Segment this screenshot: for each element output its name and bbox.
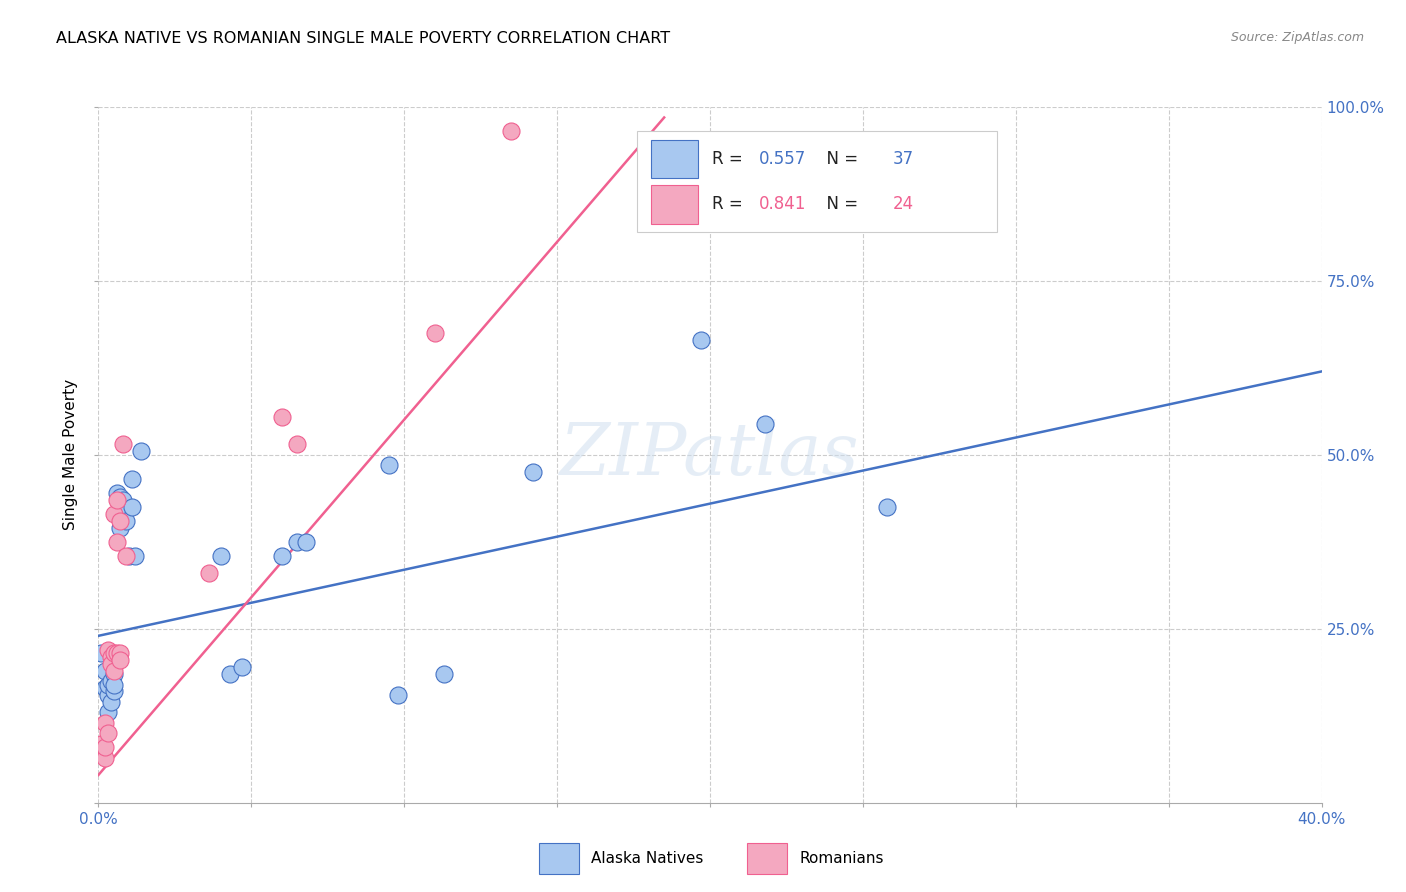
Point xyxy=(285,535,308,549)
Point xyxy=(387,688,409,702)
Text: 24: 24 xyxy=(893,195,914,213)
Point xyxy=(93,664,115,678)
Bar xyxy=(747,843,787,874)
Text: 0.557: 0.557 xyxy=(759,150,806,169)
Point xyxy=(108,521,131,535)
Point xyxy=(103,507,125,521)
Point xyxy=(90,737,112,751)
Y-axis label: Single Male Poverty: Single Male Poverty xyxy=(63,379,79,531)
Point xyxy=(423,326,446,340)
Point xyxy=(103,664,125,678)
Point xyxy=(522,466,544,480)
Point xyxy=(115,514,138,528)
Text: ALASKA NATIVE VS ROMANIAN SINGLE MALE POVERTY CORRELATION CHART: ALASKA NATIVE VS ROMANIAN SINGLE MALE PO… xyxy=(56,31,671,46)
Bar xyxy=(538,843,579,874)
Point xyxy=(105,535,128,549)
Point xyxy=(121,500,143,514)
Text: N =: N = xyxy=(817,195,863,213)
Point xyxy=(209,549,232,563)
Point xyxy=(105,507,128,521)
Point xyxy=(93,740,115,755)
Point xyxy=(90,646,112,660)
Point xyxy=(129,444,152,458)
Point xyxy=(108,514,131,528)
Point xyxy=(118,549,141,563)
Point xyxy=(105,646,128,660)
Point xyxy=(100,695,122,709)
Point xyxy=(108,646,131,660)
Text: Romanians: Romanians xyxy=(800,851,884,866)
Point xyxy=(97,726,120,740)
Point xyxy=(378,458,401,473)
Point xyxy=(97,688,120,702)
Point xyxy=(93,715,115,730)
Point xyxy=(93,681,115,695)
Point xyxy=(501,124,523,138)
Point xyxy=(124,549,146,563)
Point xyxy=(97,642,120,657)
Point xyxy=(105,486,128,500)
Text: R =: R = xyxy=(713,195,748,213)
Point xyxy=(103,677,125,691)
Text: 37: 37 xyxy=(893,150,914,169)
Point xyxy=(103,667,125,681)
Point xyxy=(295,535,318,549)
Point xyxy=(105,493,128,508)
Point xyxy=(231,660,253,674)
Point xyxy=(111,493,134,508)
Text: Source: ZipAtlas.com: Source: ZipAtlas.com xyxy=(1230,31,1364,45)
Point xyxy=(876,500,898,514)
Text: 0.841: 0.841 xyxy=(759,195,806,213)
Bar xyxy=(637,131,997,232)
Point xyxy=(689,333,711,347)
Point xyxy=(270,409,292,424)
Bar xyxy=(651,186,697,224)
Point xyxy=(108,490,131,504)
Text: N =: N = xyxy=(817,150,863,169)
Point xyxy=(285,437,308,451)
Point xyxy=(111,507,134,521)
Point xyxy=(100,674,122,689)
Point xyxy=(115,549,138,563)
Point xyxy=(754,417,776,431)
Point xyxy=(433,667,456,681)
Point xyxy=(103,684,125,698)
Point xyxy=(100,657,122,671)
Point xyxy=(197,566,219,581)
Point xyxy=(111,437,134,451)
Point xyxy=(100,646,122,660)
Point xyxy=(97,706,120,720)
Text: R =: R = xyxy=(713,150,748,169)
Point xyxy=(100,649,122,664)
Bar xyxy=(651,140,697,178)
Text: ZIPatlas: ZIPatlas xyxy=(560,419,860,491)
Text: Alaska Natives: Alaska Natives xyxy=(592,851,704,866)
Point xyxy=(97,677,120,691)
Point xyxy=(270,549,292,563)
Point xyxy=(108,653,131,667)
Point xyxy=(121,472,143,486)
Point xyxy=(93,750,115,764)
Point xyxy=(219,667,242,681)
Point xyxy=(103,646,125,660)
